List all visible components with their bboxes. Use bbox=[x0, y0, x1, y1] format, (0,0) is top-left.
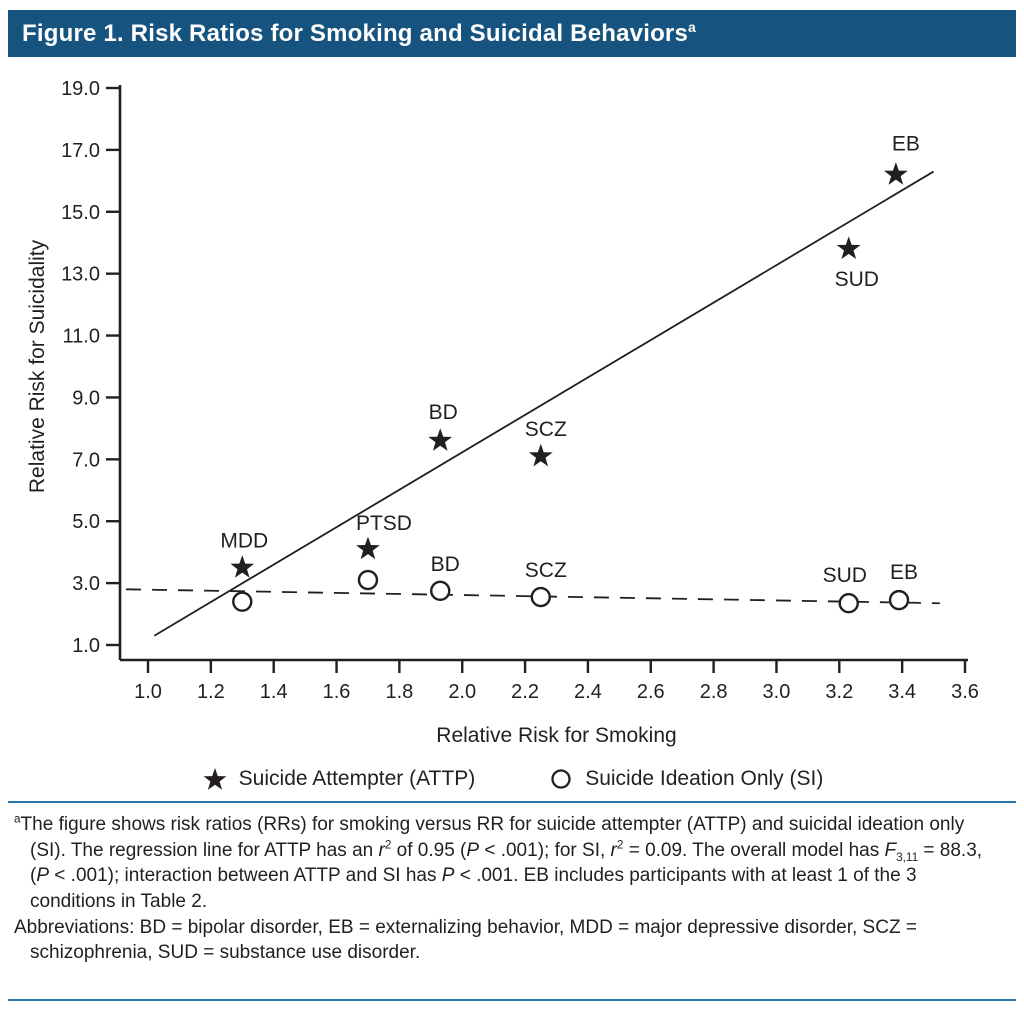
x-tick-label: 1.2 bbox=[197, 681, 225, 703]
point-label: EB bbox=[892, 133, 920, 156]
attp-point-BD bbox=[428, 428, 453, 451]
y-tick-label: 3.0 bbox=[72, 573, 100, 595]
figure-panel: Figure 1. Risk Ratios for Smoking and Su… bbox=[0, 10, 1024, 1013]
point-label: SCZ bbox=[525, 418, 567, 441]
si-point-SCZ bbox=[530, 586, 551, 608]
legend-item-attp: Suicide Attempter (ATTP) bbox=[201, 765, 476, 793]
legend-item-si: Suicide Ideation Only (SI) bbox=[547, 765, 823, 793]
y-tick-label: 7.0 bbox=[72, 449, 100, 471]
chart-legend: Suicide Attempter (ATTP) Suicide Ideation… bbox=[0, 757, 1024, 801]
si-point bbox=[357, 569, 379, 591]
attp-point-MDD bbox=[230, 555, 255, 578]
y-tick-label: 17.0 bbox=[61, 140, 100, 162]
x-tick-label: 2.8 bbox=[700, 681, 728, 703]
figure-title-bar: Figure 1. Risk Ratios for Smoking and Su… bbox=[8, 10, 1016, 57]
risk-ratio-scatter-chart: 1.0 3.0 5.0 7.0 9.0 11.0 13.0 15.0 17.0 19.0 1.0 1.… bbox=[26, 78, 979, 747]
x-tick-label: 1.0 bbox=[134, 681, 162, 703]
attp-point-EB bbox=[884, 162, 908, 185]
y-tick-label: 13.0 bbox=[61, 264, 100, 286]
footnote: aThe figure shows risk ratios (RRs) for … bbox=[14, 812, 983, 912]
si-point bbox=[232, 591, 253, 612]
x-tick-label: 2.4 bbox=[574, 681, 602, 703]
figure-title-footnote-marker: a bbox=[688, 18, 697, 35]
si-point-BD bbox=[430, 580, 451, 602]
point-label: BD bbox=[431, 553, 460, 576]
y-axis-title: Relative Risk for Suicidality bbox=[26, 239, 49, 493]
x-tick-label: 1.8 bbox=[385, 681, 413, 703]
x-tick-label: 2.2 bbox=[511, 681, 539, 703]
regression-line-ATTP bbox=[153, 170, 935, 637]
x-tick-label: 1.6 bbox=[323, 681, 351, 703]
y-tick-label: 5.0 bbox=[72, 511, 100, 533]
y-tick-label: 19.0 bbox=[61, 78, 100, 100]
point-label: BD bbox=[429, 401, 458, 424]
legend-label: Suicide Attempter (ATTP) bbox=[238, 767, 476, 790]
star-icon bbox=[203, 768, 227, 790]
x-axis-title: Relative Risk for Smoking bbox=[436, 724, 676, 747]
attp-point-PTSD bbox=[356, 536, 380, 560]
x-tick-label: 3.6 bbox=[951, 681, 979, 703]
attp-point-SUD bbox=[836, 236, 861, 259]
x-tick-label: 3.2 bbox=[825, 681, 853, 703]
x-tick-label: 2.0 bbox=[448, 681, 476, 703]
si-point-SUD bbox=[838, 593, 859, 614]
x-tick-label: 1.4 bbox=[260, 681, 288, 703]
figure-title: Figure 1. Risk Ratios for Smoking and Su… bbox=[22, 20, 696, 48]
point-label: SCZ bbox=[525, 559, 567, 582]
point-label: EB bbox=[890, 561, 918, 584]
y-tick-label: 11.0 bbox=[63, 326, 100, 348]
x-tick-label: 3.0 bbox=[763, 681, 791, 703]
circle-icon bbox=[551, 769, 571, 789]
footnote: Abbreviations: BD = bipolar disorder, EB… bbox=[14, 916, 917, 964]
figure-title-text: Figure 1. Risk Ratios for Smoking and Su… bbox=[22, 19, 689, 47]
attp-point-SCZ bbox=[528, 443, 553, 467]
y-tick-label: 9.0 bbox=[72, 387, 100, 409]
regression-line-SI bbox=[125, 588, 940, 605]
si-point-EB bbox=[888, 589, 910, 611]
y-tick-label: 15.0 bbox=[61, 202, 100, 224]
point-label: MDD bbox=[220, 530, 268, 553]
point-label: SUD bbox=[835, 268, 879, 291]
x-tick-label: 2.6 bbox=[637, 681, 665, 703]
legend-label: Suicide Ideation Only (SI) bbox=[585, 767, 824, 790]
point-label: PTSD bbox=[356, 512, 412, 535]
x-tick-label: 3.4 bbox=[888, 681, 916, 703]
y-tick-label: 1.0 bbox=[72, 635, 100, 657]
figure-footnotes: aThe figure shows risk ratios (RRs) for … bbox=[8, 801, 1016, 1001]
point-label: SUD bbox=[823, 564, 867, 587]
